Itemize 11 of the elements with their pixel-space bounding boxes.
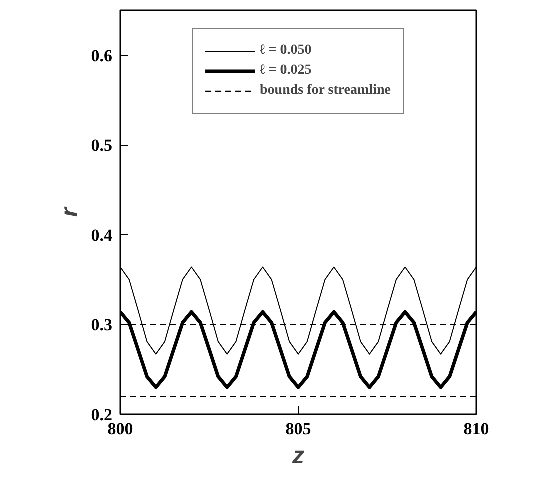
legend-label: bounds for streamline — [260, 83, 391, 99]
x-tick-label: 805 — [286, 420, 312, 438]
y-tick-label: 0.3 — [91, 316, 112, 335]
y-axis-title: r — [56, 206, 84, 218]
x-axis-title: z — [292, 442, 304, 470]
legend-label: ℓ = 0.025 — [260, 63, 312, 79]
x-tick-label: 810 — [464, 420, 490, 438]
y-tick-label: 0.5 — [91, 136, 112, 156]
y-tick-label: 0.6 — [91, 46, 112, 66]
legend-label: ℓ = 0.050 — [260, 43, 312, 59]
y-tick-label: 0.4 — [91, 226, 113, 245]
